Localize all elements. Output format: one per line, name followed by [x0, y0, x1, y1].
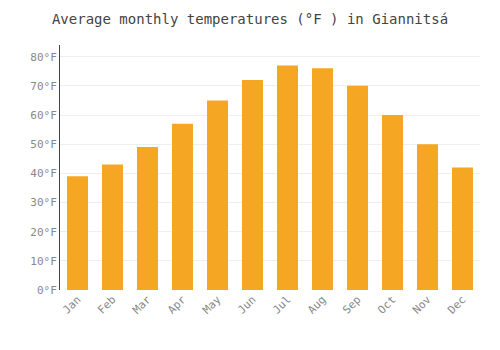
svg-text:60°F: 60°F [30, 109, 57, 122]
svg-text:Dec: Dec [445, 293, 468, 316]
svg-text:Apr: Apr [165, 293, 189, 317]
svg-text:Mar: Mar [130, 293, 154, 317]
svg-text:Jun: Jun [235, 293, 258, 316]
svg-text:30°F: 30°F [30, 196, 57, 209]
svg-text:Aug: Aug [305, 293, 328, 316]
svg-text:40°F: 40°F [30, 167, 57, 180]
svg-text:50°F: 50°F [30, 138, 57, 151]
svg-text:20°F: 20°F [30, 226, 57, 239]
svg-text:10°F: 10°F [30, 255, 57, 268]
svg-text:Oct: Oct [375, 293, 398, 316]
svg-text:Nov: Nov [410, 293, 434, 317]
svg-text:Jul: Jul [270, 293, 293, 316]
svg-text:Feb: Feb [95, 293, 118, 316]
svg-text:70°F: 70°F [30, 80, 57, 93]
svg-text:Average monthly temperatures (: Average monthly temperatures (°F ) in Gi… [52, 11, 448, 27]
svg-text:Sep: Sep [340, 293, 363, 316]
svg-text:0°F: 0°F [37, 284, 57, 297]
svg-text:80°F: 80°F [30, 51, 57, 64]
svg-text:Jan: Jan [60, 293, 83, 316]
svg-text:May: May [200, 293, 224, 317]
